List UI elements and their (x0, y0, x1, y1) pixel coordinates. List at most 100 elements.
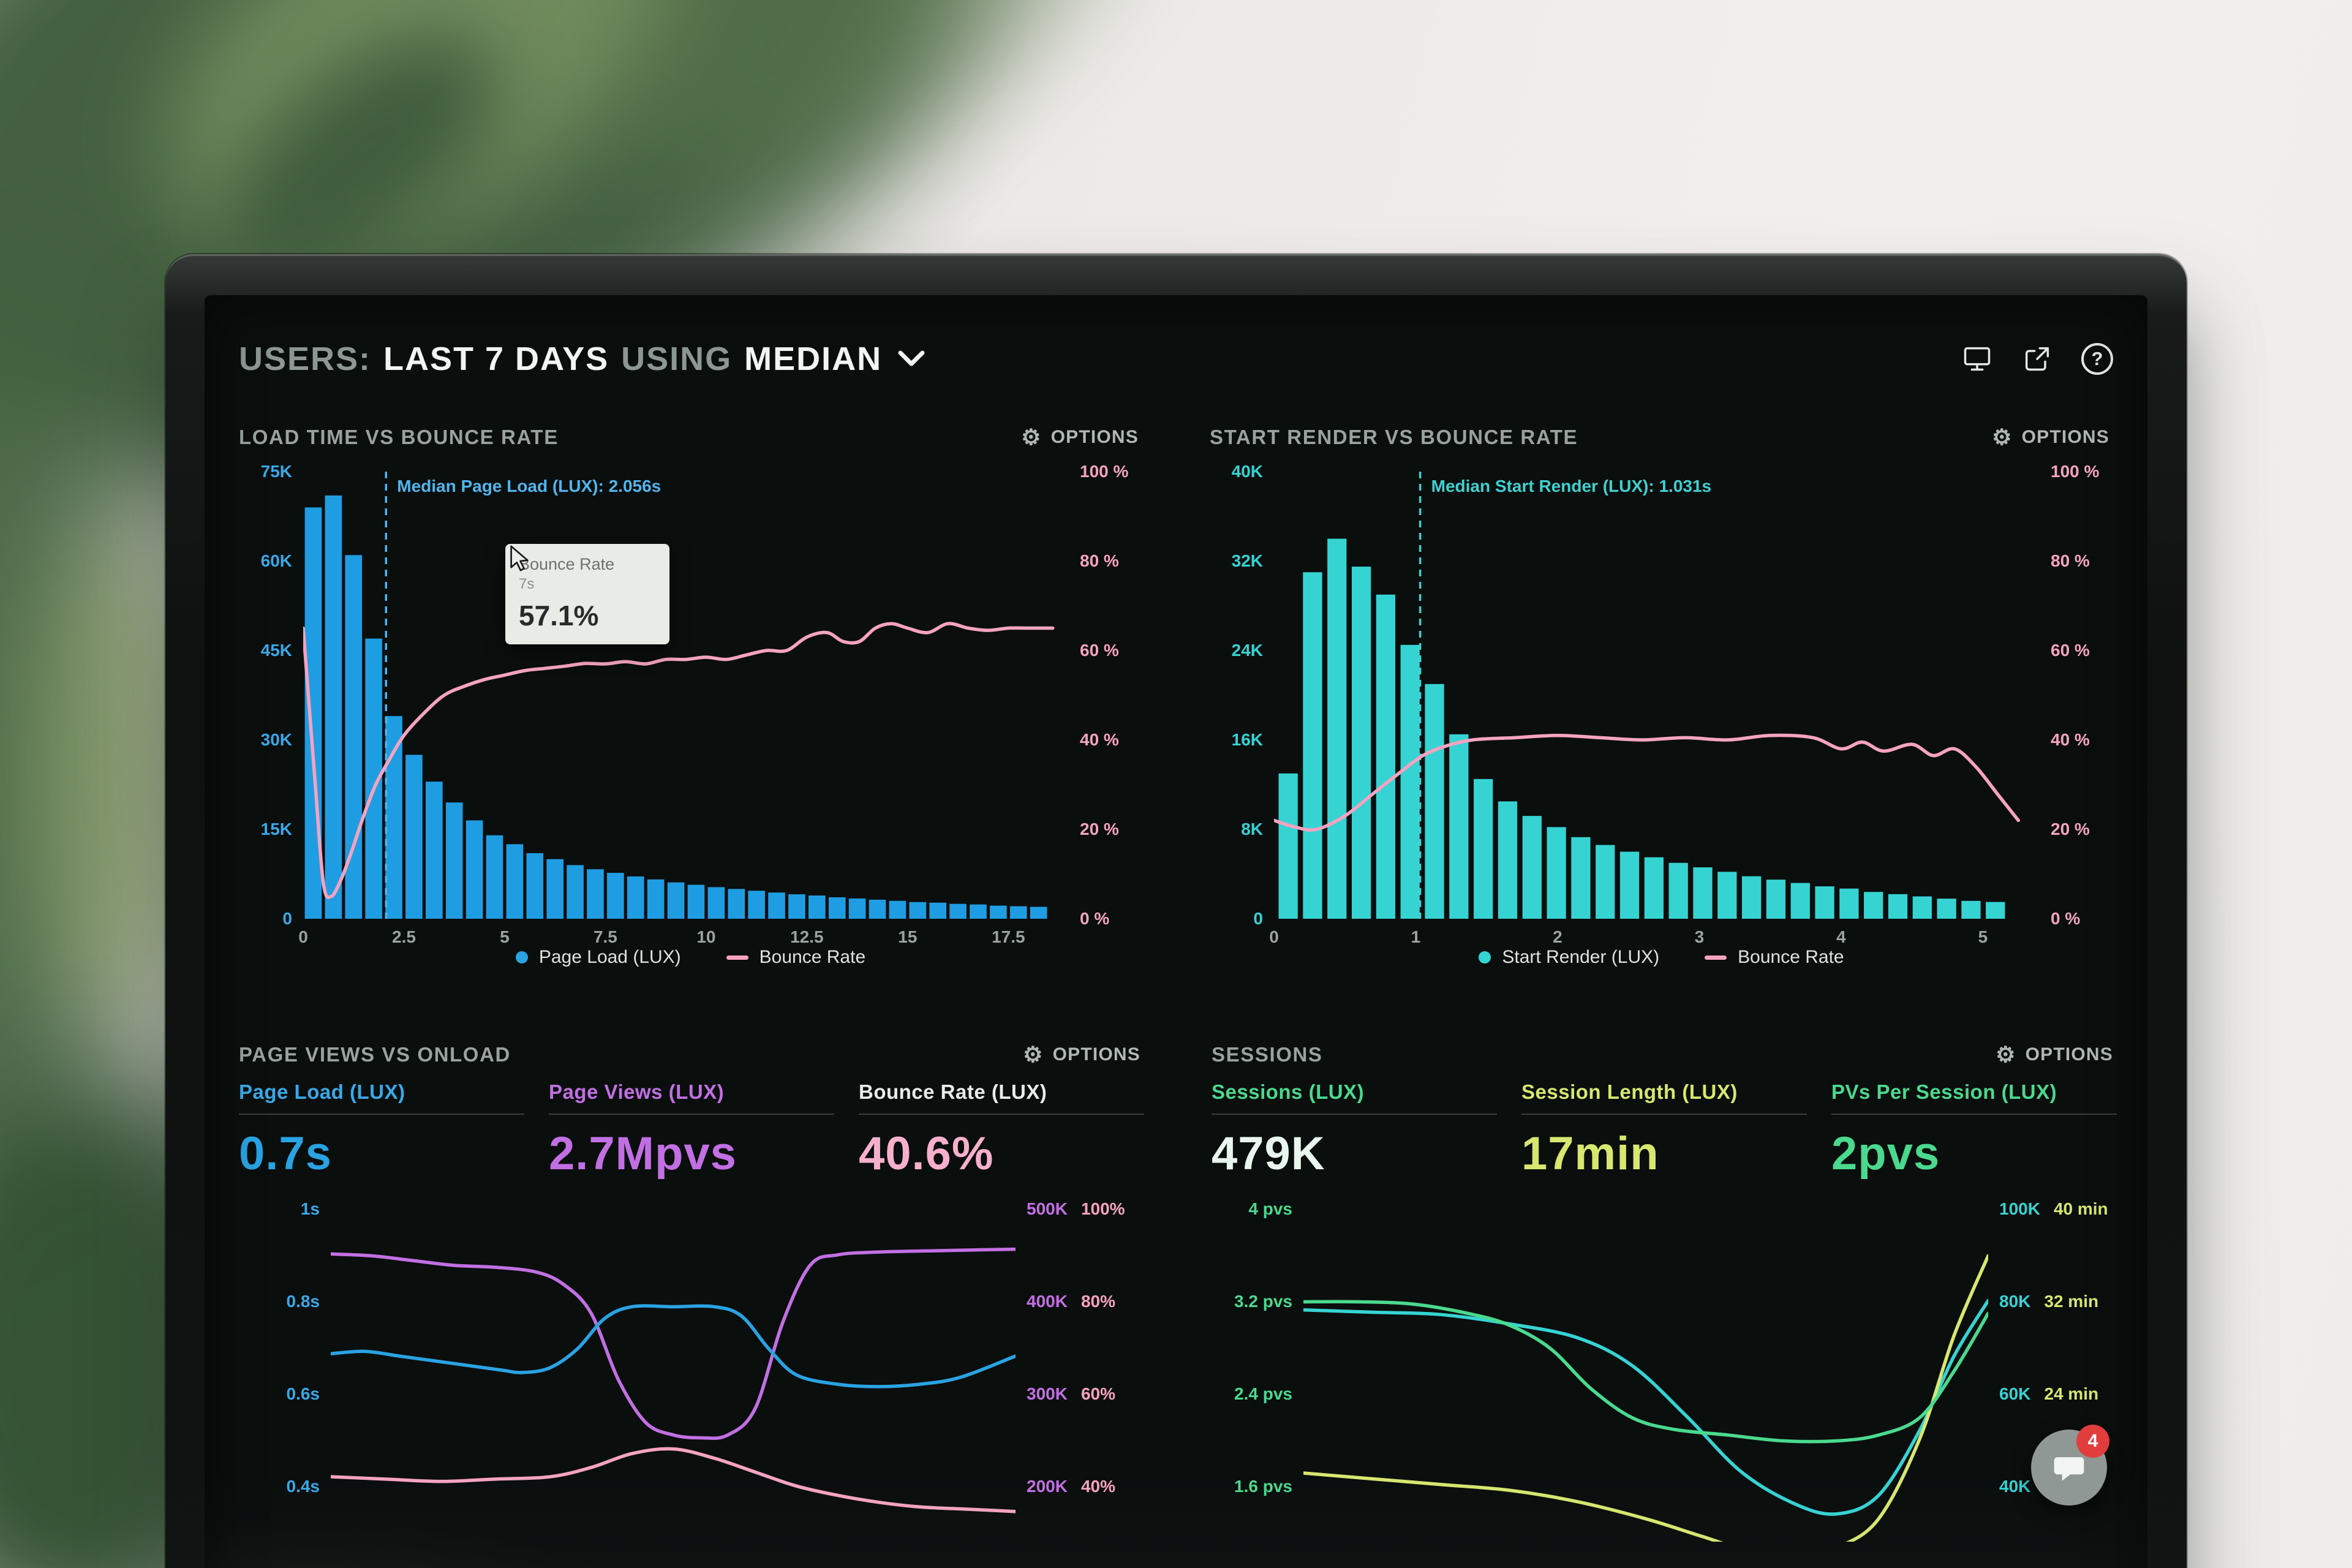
bar (869, 899, 886, 919)
x-axis-tick: 4 (1836, 927, 1846, 946)
bar (1474, 778, 1493, 919)
bar (1815, 886, 1834, 919)
chart-canvas[interactable] (331, 1199, 1016, 1542)
axis-tick: 30K (260, 730, 292, 749)
bar (1571, 837, 1591, 919)
metric[interactable]: Session Length (LUX) 17min (1521, 1080, 1807, 1180)
bar (1009, 906, 1027, 919)
y-axis-left: 40K 32K 24K 16K 8K 0 (1210, 462, 1274, 928)
laptop-screen: USERS: LAST 7 DAYS USING MEDIAN (205, 295, 2147, 1568)
axis-tick: 0 (282, 909, 292, 928)
chart-tooltip: Bounce Rate 7s 57.1% (505, 544, 669, 644)
legend-item[interactable]: Page Load (LUX) (515, 947, 681, 968)
axis-tick: 1.6 pvs (1234, 1477, 1292, 1496)
display-icon[interactable] (1961, 343, 1993, 375)
chart-legend: Start Render (LUX) Bounce Rate (1210, 947, 2113, 968)
options-button[interactable]: ⚙ OPTIONS (1019, 1043, 1144, 1066)
trend-line (1303, 1300, 1988, 1444)
bar (828, 897, 846, 919)
legend-label: Bounce Rate (759, 947, 866, 967)
legend-item[interactable]: Bounce Rate (1705, 947, 1844, 968)
metric-summary-row: Sessions (LUX) 479K Session Length (LUX) 17… (1212, 1080, 2117, 1180)
trend-line (1274, 733, 2021, 832)
x-axis-tick: 1 (1411, 927, 1421, 946)
chart-plot-area[interactable]: Median Start Render (LUX): 1.031s 0 1 2 3 4 5 (1269, 472, 2040, 946)
bar (1644, 857, 1664, 919)
mouse-cursor-icon (510, 545, 529, 571)
tooltip-series-name: Bounce Rate (519, 555, 615, 573)
axis-tick: 100K 40 min (1999, 1199, 2108, 1219)
metric[interactable]: PVs Per Session (LUX) 2pvs (1831, 1080, 2117, 1180)
metric-summary-row: Page Load (LUX) 0.7s Page Views (LUX) 2.7Mp… (239, 1080, 1144, 1180)
x-axis-tick: 2 (1553, 927, 1562, 946)
panel-sessions: SESSIONS ⚙ OPTIONS Sessions (LUX) 479K Ses… (1212, 1035, 2117, 1542)
axis-tick-part: 40% (1080, 1477, 1115, 1496)
chart-plot-area[interactable] (1303, 1199, 1988, 1542)
axis-tick: 60 % (2051, 641, 2090, 660)
metric[interactable]: Page Load (LUX) 0.7s (239, 1080, 524, 1180)
bar (1839, 888, 1859, 919)
axis-tick: 100 % (2051, 462, 2100, 481)
legend-line-swatch (1705, 955, 1727, 960)
bar (1030, 907, 1047, 919)
axis-tick: 16K (1231, 730, 1263, 749)
y-axis-right: 500K 100% 400K 80% 300K 60% 200K 40% (1016, 1199, 1144, 1542)
legend-item[interactable]: Start Render (LUX) (1479, 947, 1659, 968)
y-axis-right: 100 % 80 % 60 % 40 % 20 % 0 % (2040, 462, 2113, 928)
bar (949, 903, 967, 919)
axis-tick: 2.4 pvs (1234, 1384, 1292, 1404)
x-axis-tick: 10 (696, 927, 716, 946)
metric[interactable]: Page Views (LUX) 2.7Mpvs (549, 1080, 834, 1180)
panel-title: PAGE VIEWS VS ONLOAD (239, 1043, 511, 1066)
gear-icon: ⚙ (1021, 424, 1042, 450)
axis-tick: 60K 24 min (1999, 1384, 2098, 1404)
chevron-down-icon[interactable] (898, 350, 925, 368)
axis-tick: 75K (260, 462, 292, 481)
start-render-chart: 40K 32K 24K 16K 8K 0 Median Start Render (LUX… (1210, 462, 2113, 946)
x-axis: 0 2.5 5 7.5 10 12.5 15 17.5 (298, 919, 1069, 948)
bar (788, 894, 805, 919)
bar (546, 859, 564, 919)
bar (1596, 845, 1615, 919)
metric[interactable]: Bounce Rate (LUX) 40.6% (859, 1080, 1144, 1180)
bar (1790, 883, 1810, 919)
chart-plot-area[interactable]: Median Page Load (LUX): 2.056s 0 2.5 5 7.5 1… (298, 472, 1069, 946)
axis-tick-part: 200K (1027, 1477, 1068, 1496)
panel-start-render-vs-bounce-rate: START RENDER VS BOUNCE RATE ⚙ OPTIONS 40… (1210, 418, 2113, 968)
y-axis-left: 1s 0.8s 0.6s 0.4s (239, 1199, 331, 1542)
metric-value: 17min (1521, 1128, 1659, 1180)
axis-tick: 24K (1231, 641, 1263, 660)
bar (848, 898, 866, 919)
bar (809, 895, 826, 919)
share-icon[interactable] (2021, 343, 2053, 375)
metric[interactable]: Sessions (LUX) 479K (1212, 1080, 1497, 1180)
bar (627, 876, 644, 919)
x-axis-tick: 5 (1978, 927, 1988, 946)
axis-tick-part: 60% (1080, 1384, 1115, 1404)
chat-launcher-button[interactable]: 4 (2031, 1425, 2109, 1506)
x-axis-tick: 0 (298, 927, 308, 946)
title-part: LAST 7 DAYS (383, 341, 609, 377)
metric-value: 2pvs (1831, 1128, 1940, 1180)
chart-canvas[interactable] (303, 472, 1069, 919)
legend-item[interactable]: Bounce Rate (726, 947, 865, 968)
gear-icon: ⚙ (1996, 1042, 2016, 1067)
help-icon[interactable]: ? (2081, 343, 2113, 375)
header-toolbar: ? (1961, 343, 2113, 375)
x-axis-tick: 17.5 (992, 927, 1025, 946)
legend-label: Bounce Rate (1738, 947, 1844, 967)
chart-canvas[interactable] (1274, 472, 2040, 919)
chart-plot-area[interactable] (331, 1199, 1016, 1542)
options-button[interactable]: ⚙ OPTIONS (1992, 1043, 2117, 1066)
bar (1449, 734, 1469, 919)
bar (1668, 862, 1688, 919)
metric-label: Bounce Rate (LUX) (859, 1080, 1144, 1115)
options-button[interactable]: ⚙ OPTIONS (1988, 426, 2113, 449)
options-button[interactable]: ⚙ OPTIONS (1017, 426, 1142, 449)
axis-tick-part: 24 min (2044, 1384, 2099, 1404)
bar (506, 844, 524, 919)
axis-tick: 32K (1231, 551, 1263, 570)
chart-canvas[interactable] (1303, 1199, 1988, 1542)
axis-tick: 200K 40% (1027, 1477, 1115, 1496)
bar (325, 495, 342, 919)
